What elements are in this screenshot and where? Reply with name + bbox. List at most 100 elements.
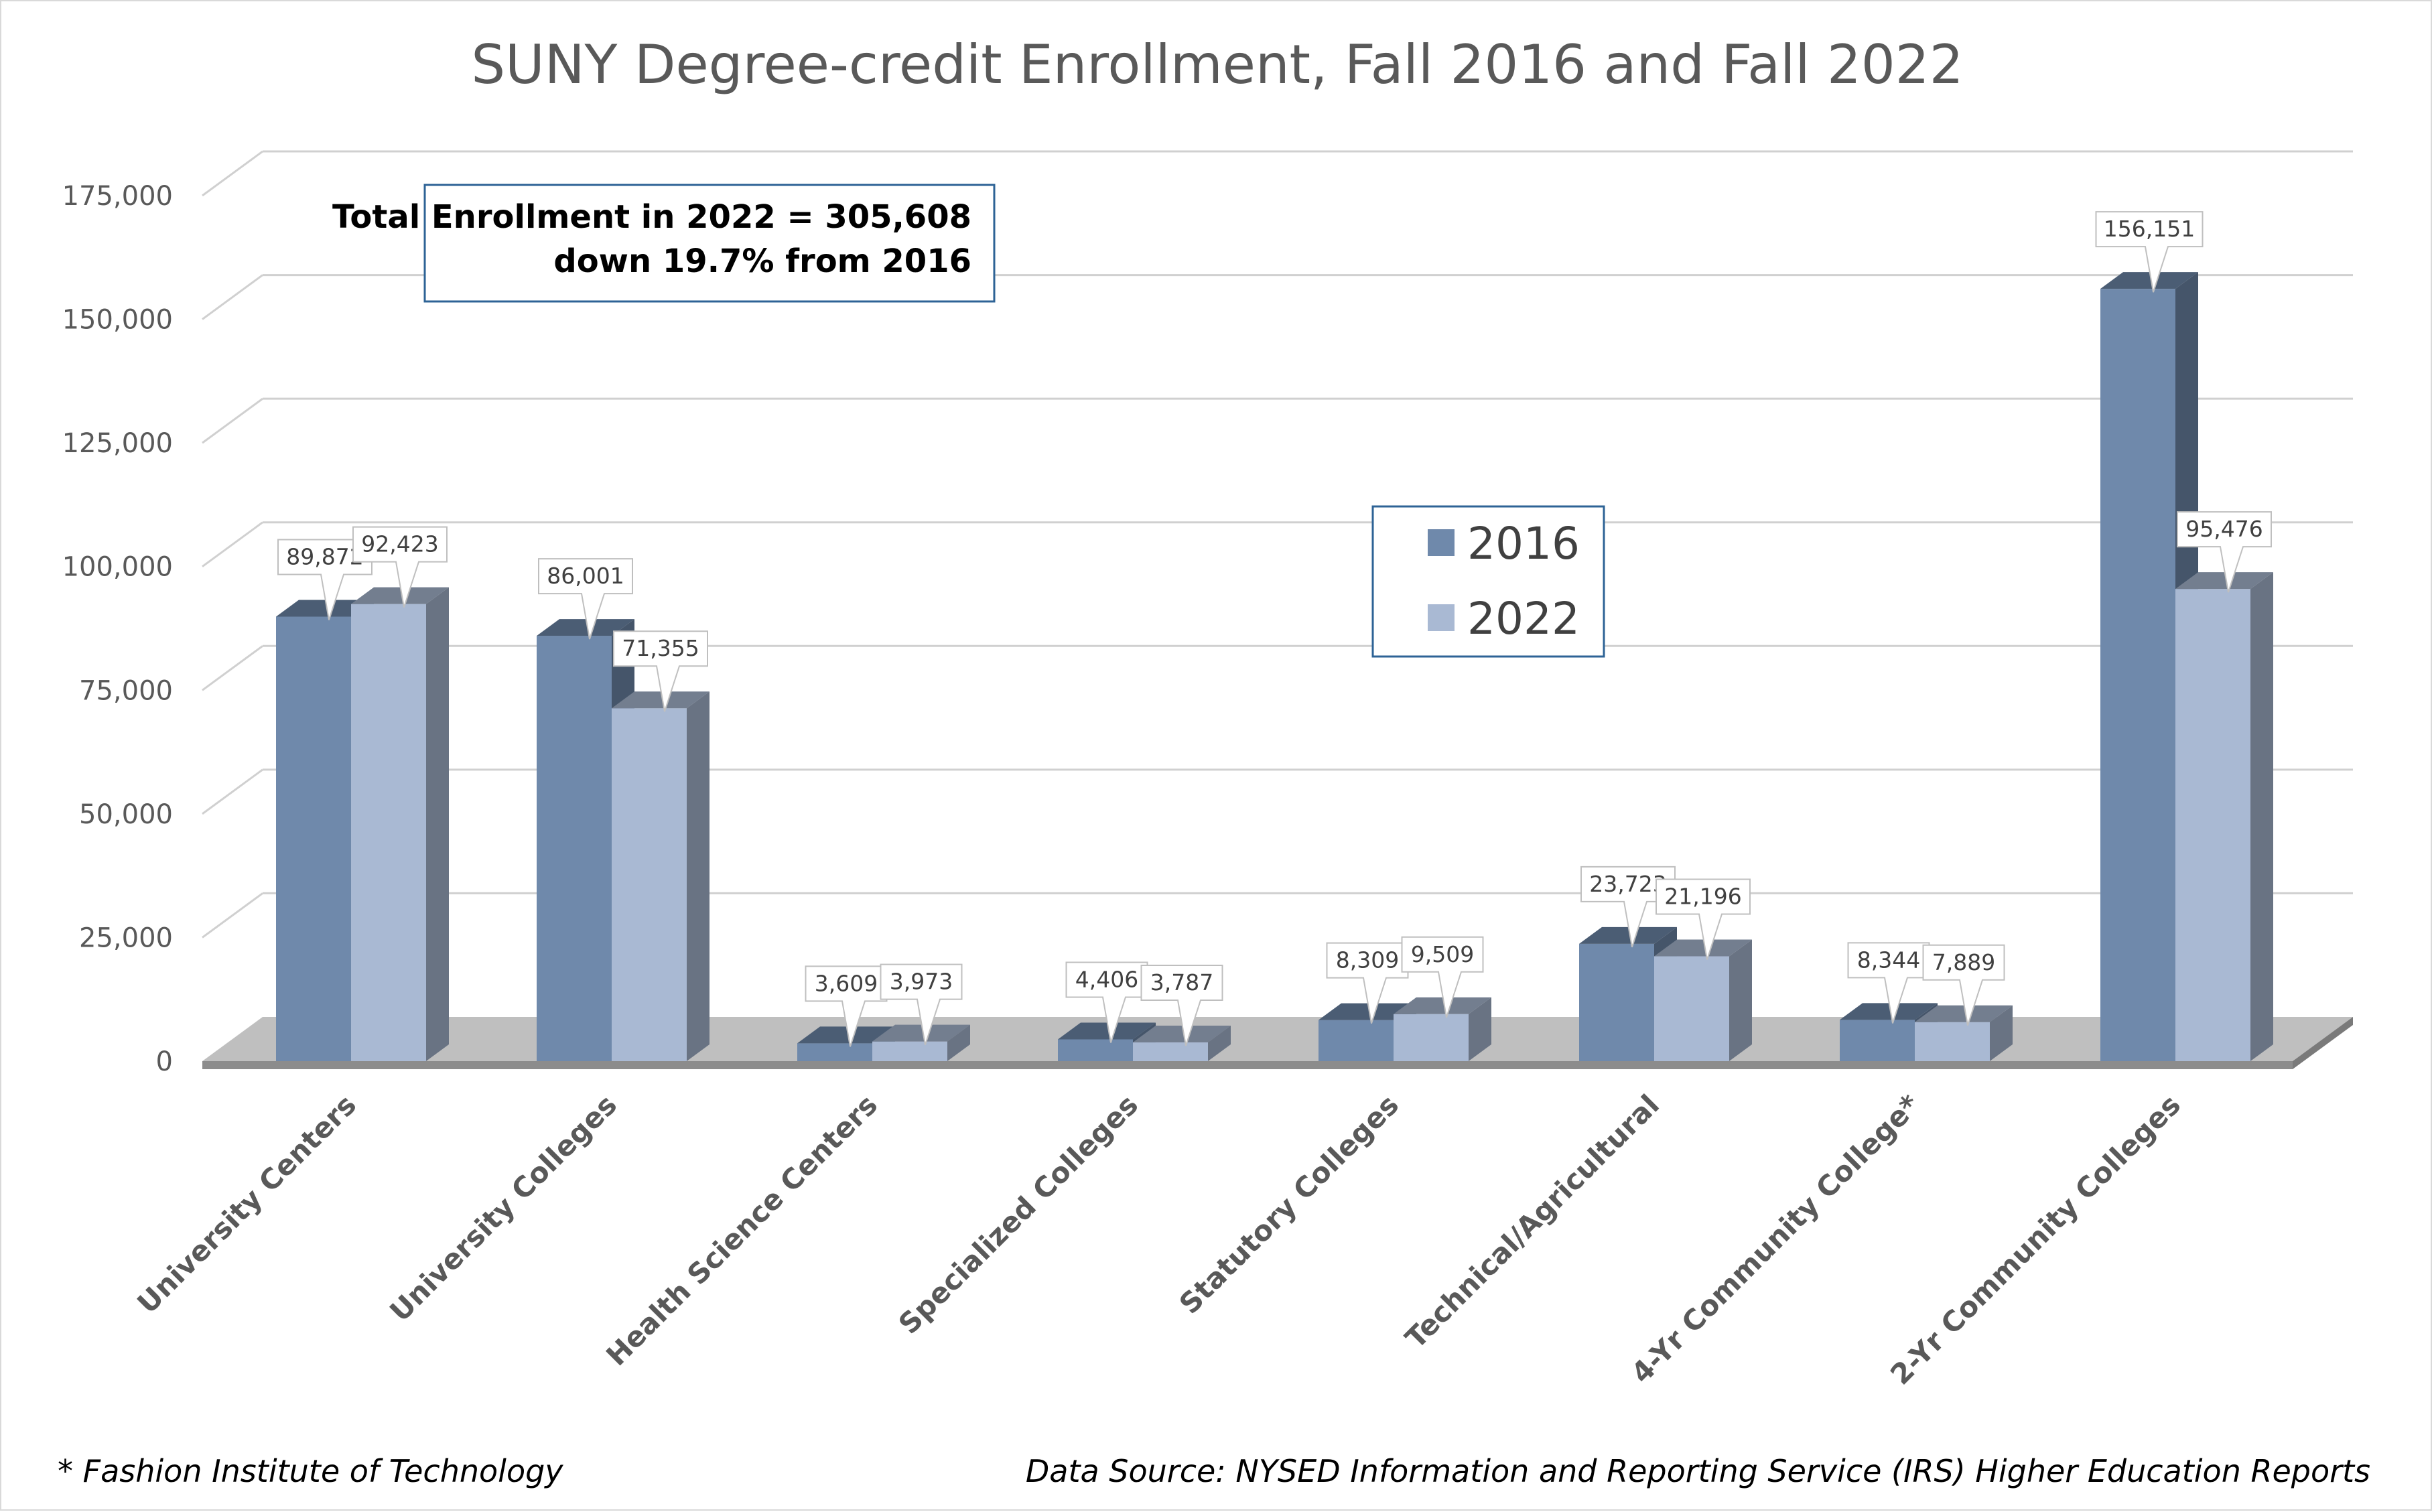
callout-box bbox=[613, 630, 708, 712]
data-source: Data Source: NYSED Information and Repor… bbox=[1026, 1453, 2370, 1489]
data-label-text: 86,001 bbox=[547, 563, 624, 589]
legend-label-2022: 2022 bbox=[1467, 593, 1580, 644]
bar-2-yr-community-colleges-2022-top bbox=[2175, 572, 2273, 590]
legend-label-2016: 2016 bbox=[1467, 518, 1580, 569]
bar-specialized-colleges-2022-front bbox=[1133, 1042, 1208, 1061]
data-label-text: 9,509 bbox=[1411, 941, 1474, 967]
callout-box bbox=[352, 526, 448, 608]
bar-health-science-centers-2022-front bbox=[872, 1041, 947, 1061]
data-label-text: 8,344 bbox=[1857, 947, 1920, 973]
bar-university-centers-2016-top bbox=[276, 600, 374, 617]
callout-box bbox=[1580, 866, 1676, 948]
data-label-text: 71,355 bbox=[622, 635, 699, 661]
chart-floor bbox=[202, 1017, 2353, 1069]
legend-swatch-2022 bbox=[1428, 604, 1455, 631]
callout-box bbox=[1140, 965, 1223, 1046]
y-tick-label: 75,000 bbox=[79, 675, 173, 706]
bar-4-yr-community-college-2022-top bbox=[1915, 1005, 2013, 1022]
bar-health-science-centers-2022-side bbox=[947, 1024, 970, 1061]
bar-2-yr-community-colleges-2022-side bbox=[2250, 572, 2273, 1061]
y-tick-label: 100,000 bbox=[62, 552, 173, 583]
bar-4-yr-community-college-2016-front bbox=[1840, 1020, 1915, 1061]
bar-university-colleges-2022-side bbox=[687, 691, 710, 1061]
data-label-university-centers-2022: 92,423 bbox=[352, 526, 448, 608]
bar-technical-agricultural-2022-top bbox=[1654, 939, 1752, 957]
bar-2-yr-community-colleges-2016-top bbox=[2100, 272, 2198, 289]
bar-2-yr-community-colleges-2016 bbox=[2100, 272, 2198, 1062]
data-label-technical-agricultural-2022: 21,196 bbox=[1656, 878, 1751, 960]
x-tick-university-centers: University Centers bbox=[131, 1088, 362, 1320]
bar-university-centers-2022-top bbox=[351, 587, 449, 604]
x-tick-statutory-colleges: Statutory Colleges bbox=[1173, 1088, 1405, 1320]
bar-2-yr-community-colleges-2022-front bbox=[2175, 589, 2250, 1061]
y-tick-label: 50,000 bbox=[79, 799, 173, 830]
data-label-text: 95,476 bbox=[2185, 516, 2262, 542]
bar-health-science-centers-2022-top bbox=[872, 1024, 970, 1042]
floor-side bbox=[2293, 1017, 2353, 1069]
data-label-text: 92,423 bbox=[361, 531, 438, 557]
data-label-text: 156,151 bbox=[2104, 216, 2195, 242]
y-tick-label: 125,000 bbox=[62, 428, 173, 459]
data-label-statutory-colleges-2016: 8,309 bbox=[1326, 942, 1409, 1024]
data-label-text: 4,406 bbox=[1075, 966, 1138, 992]
bar-statutory-colleges-2022-front bbox=[1394, 1014, 1469, 1061]
bar-university-colleges-2016-front bbox=[537, 636, 612, 1061]
gridline-diag bbox=[202, 397, 263, 444]
bar-technical-agricultural-2016-front bbox=[1579, 943, 1654, 1061]
bar-health-science-centers-2022 bbox=[872, 1024, 970, 1061]
bar-specialized-colleges-2022-side bbox=[1208, 1026, 1231, 1061]
bar-university-colleges-2022 bbox=[612, 691, 710, 1061]
data-label-2-yr-community-colleges-2016: 156,151 bbox=[2095, 211, 2204, 293]
data-label-university-colleges-2022: 71,355 bbox=[613, 630, 708, 712]
bar-university-centers-2022-front bbox=[351, 604, 426, 1061]
y-tick-label: 175,000 bbox=[62, 181, 173, 212]
bar-specialized-colleges-2022 bbox=[1133, 1026, 1231, 1061]
data-label-specialized-colleges-2022: 3,787 bbox=[1140, 965, 1223, 1046]
bar-university-centers-2022-side bbox=[426, 587, 449, 1061]
bar-specialized-colleges-2016-top bbox=[1058, 1022, 1156, 1040]
bar-4-yr-community-college-2022-side bbox=[1990, 1005, 2013, 1061]
data-label-health-science-centers-2016: 3,609 bbox=[805, 965, 888, 1047]
data-label-technical-agricultural-2016: 23,723 bbox=[1580, 866, 1676, 948]
data-label-text: 3,973 bbox=[890, 969, 953, 995]
data-label-text: 7,889 bbox=[1932, 949, 1995, 975]
bar-health-science-centers-2016-front bbox=[797, 1043, 872, 1061]
x-tick-university-colleges: University Colleges bbox=[383, 1088, 623, 1328]
bar-statutory-colleges-2016-front bbox=[1319, 1020, 1394, 1061]
x-tick-4-yr-community-college: 4-Yr Community College* bbox=[1625, 1088, 1926, 1389]
bar-specialized-colleges-2016-front bbox=[1058, 1039, 1133, 1061]
callout-box bbox=[1656, 878, 1751, 960]
y-axis-ticks: 0 25,000 50,000 75,000 100,000 125,000 150,000… bbox=[62, 181, 173, 1077]
bar-statutory-colleges-2022-side bbox=[1469, 997, 1491, 1061]
callout-box bbox=[1401, 936, 1484, 1018]
callout-box bbox=[880, 963, 963, 1045]
data-label-health-science-centers-2022: 3,973 bbox=[880, 963, 963, 1045]
bar-university-colleges-2022-top bbox=[612, 691, 710, 709]
data-label-text: 89,872 bbox=[286, 543, 363, 569]
callout-box bbox=[1922, 944, 2005, 1026]
bar-statutory-colleges-2022-top bbox=[1394, 997, 1491, 1014]
bar-university-colleges-2022-front bbox=[612, 708, 687, 1061]
bar-4-yr-community-college-2016-top bbox=[1840, 1003, 1938, 1020]
annotation-box: Total Enrollment in 2022 = 305,608 down … bbox=[332, 184, 996, 303]
legend-border bbox=[1371, 505, 1605, 658]
data-label-4-yr-community-college-2022: 7,889 bbox=[1922, 944, 2005, 1026]
bar-university-centers-2022 bbox=[351, 587, 449, 1061]
data-label-university-centers-2016: 89,872 bbox=[277, 539, 373, 620]
y-tick-label: 0 bbox=[156, 1046, 173, 1077]
data-label-2-yr-community-colleges-2022: 95,476 bbox=[2177, 511, 2272, 593]
data-label-university-colleges-2016: 86,001 bbox=[538, 558, 633, 640]
bar-technical-agricultural-2022-side bbox=[1729, 939, 1752, 1061]
bar-health-science-centers-2016-top bbox=[797, 1026, 895, 1044]
gridline-diag bbox=[202, 521, 263, 567]
floor-edge bbox=[202, 1061, 2293, 1069]
data-label-4-yr-community-college-2016: 8,344 bbox=[1847, 942, 1930, 1024]
callout-box bbox=[2095, 211, 2204, 293]
callout-box bbox=[538, 558, 633, 640]
chart-title: SUNY Degree-credit Enrollment, Fall 2016… bbox=[471, 33, 1963, 96]
legend: 2016 2022 bbox=[1371, 505, 1605, 658]
footnote: * Fashion Institute of Technology bbox=[58, 1453, 563, 1489]
data-label-statutory-colleges-2022: 9,509 bbox=[1401, 936, 1484, 1018]
